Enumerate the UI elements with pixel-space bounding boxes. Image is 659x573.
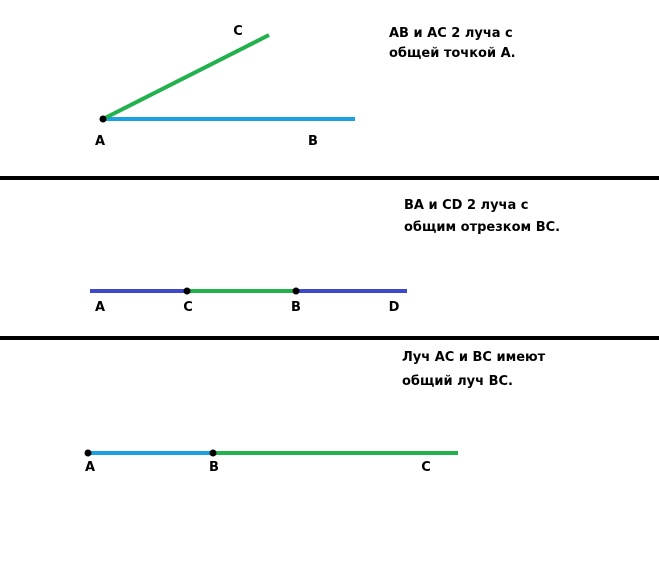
point-label: B: [308, 134, 318, 149]
divider: [0, 176, 659, 180]
point-label: B: [209, 460, 219, 475]
point: [292, 287, 300, 295]
point: [99, 115, 107, 123]
caption: общим отрезком ВС.: [404, 220, 560, 235]
point-label: A: [95, 134, 105, 149]
point-label: A: [95, 300, 105, 315]
point-label: D: [389, 300, 400, 315]
caption: AB и AC 2 луча с: [389, 26, 513, 41]
point: [183, 287, 191, 295]
point-label: C: [421, 460, 431, 475]
point: [209, 449, 217, 457]
point: [84, 449, 92, 457]
ray-ac: [102, 33, 270, 121]
caption: общей точкой А.: [389, 46, 516, 61]
caption: BA и CD 2 луча с: [404, 198, 528, 213]
caption: Луч АС и ВС имеют: [402, 350, 546, 365]
point-label: A: [85, 460, 95, 475]
point-label: C: [183, 300, 193, 315]
caption: общий луч ВС.: [402, 374, 513, 389]
point-label: B: [291, 300, 301, 315]
divider: [0, 336, 659, 340]
point-label: C: [233, 24, 243, 39]
